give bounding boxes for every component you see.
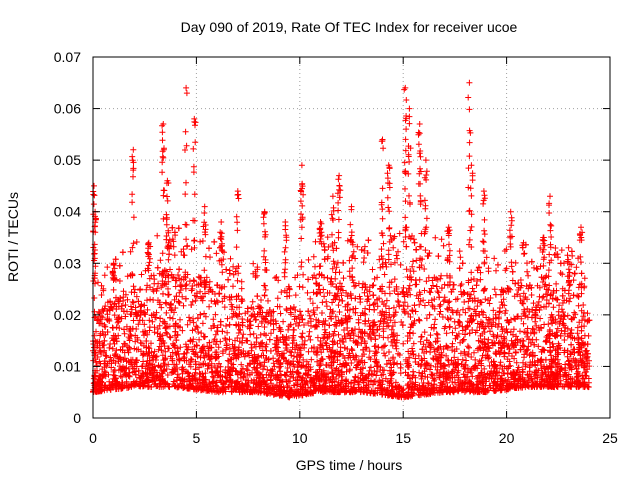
plot-frame — [92, 56, 611, 419]
x-tick-label: 20 — [499, 430, 515, 446]
x-tick-label: 10 — [292, 430, 308, 446]
y-tick-label: 0.02 — [54, 307, 81, 323]
y-tick-label: 0 — [73, 410, 81, 426]
x-tick-label: 0 — [89, 430, 97, 446]
chart-title: Day 090 of 2019, Rate Of TEC Index for r… — [181, 19, 518, 35]
y-tick-label: 0.01 — [54, 358, 81, 374]
roti-point-group — [465, 79, 586, 304]
x-axis-label: GPS time / hours — [296, 457, 403, 473]
y-tick-label: 0.03 — [54, 255, 81, 271]
y-tick-labels: 0 0.01 0.02 0.03 0.04 0.05 0.06 0.07 — [54, 49, 81, 426]
axis-ticks — [92, 56, 611, 419]
y-tick-label: 0.04 — [54, 204, 81, 220]
x-tick-labels: 0 5 10 15 20 25 — [89, 430, 618, 446]
data-points — [90, 79, 593, 401]
y-tick-label: 0.07 — [54, 49, 81, 65]
x-tick-label: 15 — [395, 430, 411, 446]
x-tick-label: 5 — [193, 430, 201, 446]
y-tick-label: 0.05 — [54, 152, 81, 168]
x-tick-label: 25 — [602, 430, 618, 446]
y-axis-label: ROTI / TECUs — [5, 192, 21, 282]
y-tick-label: 0.06 — [54, 101, 81, 117]
